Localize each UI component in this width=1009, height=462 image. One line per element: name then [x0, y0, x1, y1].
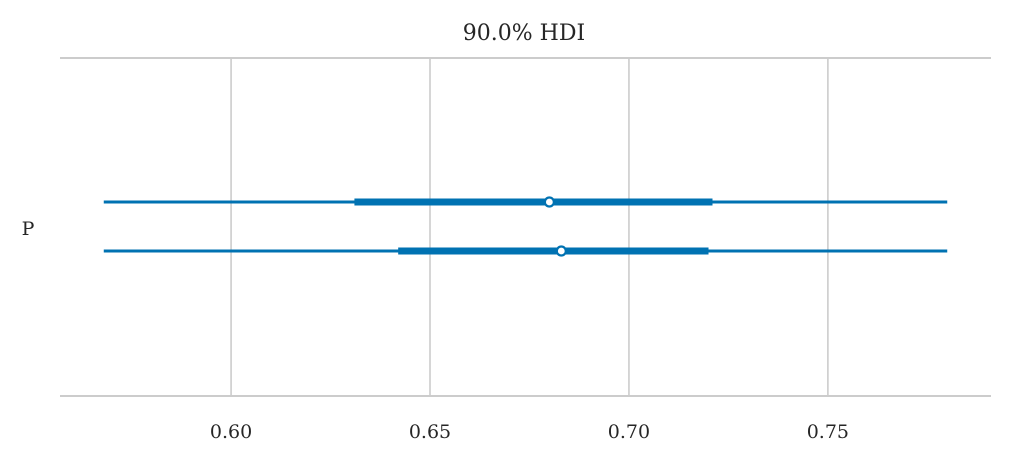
x-tick-label: 0.75: [807, 421, 849, 443]
x-tick-label: 0.65: [409, 421, 451, 443]
x-tick-label: 0.60: [210, 421, 252, 443]
x-tick-labels: 0.60 0.65 0.70 0.75: [210, 421, 849, 443]
point-estimate-marker: [555, 245, 567, 257]
chart-title: 90.0% HDI: [463, 21, 585, 46]
variable-label: P: [22, 218, 35, 240]
grid-lines: [230, 58, 829, 396]
x-tick-label: 0.70: [608, 421, 650, 443]
point-estimate-marker: [543, 196, 555, 208]
hdi-intervals: [103, 196, 948, 257]
